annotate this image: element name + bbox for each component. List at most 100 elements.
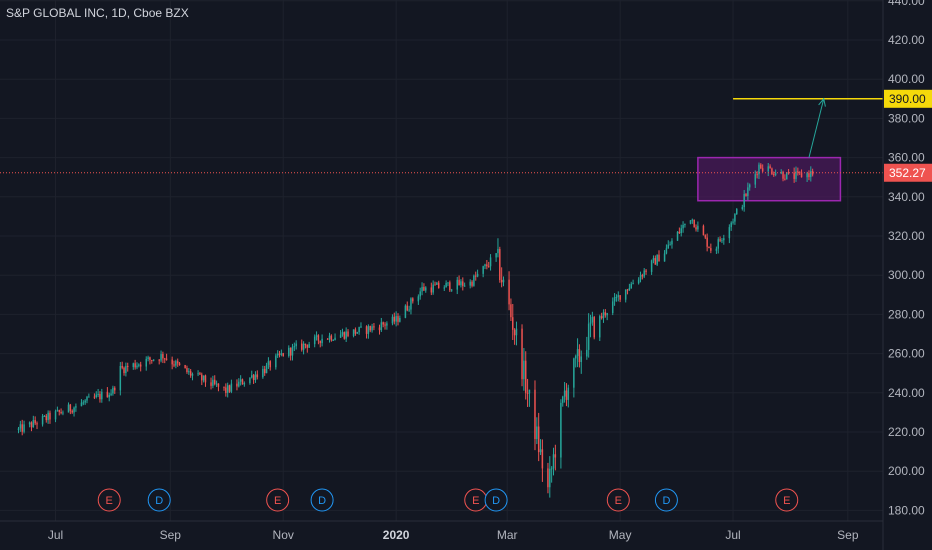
candle-body <box>774 173 777 175</box>
candle-body <box>188 371 190 373</box>
candle-body <box>719 239 721 241</box>
candle-body <box>798 171 801 173</box>
range-box-layer <box>697 156 842 202</box>
candle-body <box>215 383 218 385</box>
candle-body <box>369 326 371 331</box>
candle-body <box>695 227 697 230</box>
dividend-event-marker[interactable]: D <box>147 488 171 512</box>
candle-body <box>734 214 736 222</box>
dividend-event-marker[interactable]: D <box>310 488 334 512</box>
candle-body <box>615 296 618 298</box>
candle-body <box>489 257 492 267</box>
candle-body <box>741 207 744 210</box>
candle-body <box>785 172 788 180</box>
candle-body <box>793 172 795 179</box>
earnings-event-marker[interactable]: E <box>464 488 488 512</box>
candle-body <box>67 404 70 413</box>
candle-body <box>523 360 525 380</box>
candle-body <box>721 240 723 242</box>
candle-body <box>628 288 631 291</box>
candle-body <box>19 424 22 429</box>
candle-body <box>723 238 725 241</box>
candle-body <box>449 282 451 291</box>
candle-body <box>419 291 421 297</box>
earnings-event-marker[interactable]: E <box>606 488 630 512</box>
candle-body <box>28 422 31 425</box>
consolidation-range-box[interactable] <box>697 156 842 202</box>
candle-body <box>637 279 640 284</box>
candle-body <box>17 428 20 431</box>
candle-body <box>565 390 568 400</box>
time-tick-label: Sep <box>837 528 859 542</box>
candle-body <box>671 240 673 245</box>
earnings-event-marker[interactable]: E <box>97 488 121 512</box>
candle-body <box>210 382 212 386</box>
candle-body <box>145 358 147 367</box>
earnings-event-marker[interactable]: E <box>266 488 290 512</box>
candle-body <box>717 239 719 249</box>
candle-body <box>123 367 125 374</box>
candle-body <box>54 411 57 420</box>
candle-body <box>223 386 225 388</box>
candle-body <box>267 361 270 365</box>
candle-body <box>321 338 323 344</box>
dividend-event-marker[interactable]: D <box>654 488 678 512</box>
candle-body <box>423 286 425 291</box>
candle-body <box>417 296 420 302</box>
candle-body <box>800 172 803 178</box>
candle-body <box>326 338 329 340</box>
candle-body <box>332 339 334 341</box>
annotations-layer <box>0 97 883 174</box>
candle-body <box>563 390 566 397</box>
candle-body <box>71 410 73 413</box>
candle-body <box>212 379 214 386</box>
candle-body <box>747 187 749 196</box>
candle-body <box>43 415 46 417</box>
dividend-event-marker[interactable]: D <box>484 488 508 512</box>
price-tick-label: 180.00 <box>888 503 925 517</box>
candle-body <box>669 244 671 246</box>
candle-body <box>328 335 331 340</box>
last-price-tag: 352.27 <box>884 163 932 182</box>
candle-body <box>23 424 25 432</box>
candle-body <box>295 343 297 347</box>
candle-body <box>125 366 127 374</box>
candle-body <box>756 174 758 176</box>
candle-body <box>308 344 310 348</box>
candle-body <box>782 172 784 179</box>
earnings-event-marker[interactable]: E <box>775 488 799 512</box>
target-price-tag-text: 390.00 <box>889 92 926 106</box>
candle-body <box>691 219 694 221</box>
price-axis[interactable]: 440.00 420.00 400.00 380.00 360.00 340.00 320.… <box>882 0 932 550</box>
candle-body <box>580 356 583 363</box>
candle-body <box>149 357 151 360</box>
candle-body <box>404 305 407 318</box>
candle-body <box>226 385 229 393</box>
candle-body <box>680 228 682 234</box>
chart-grid <box>0 0 883 521</box>
candle-body <box>58 410 60 412</box>
candle-body <box>88 396 90 398</box>
candle-body <box>47 412 49 421</box>
candle-body <box>632 283 634 285</box>
candle-body <box>306 344 309 348</box>
projection-arrow[interactable] <box>808 98 825 158</box>
price-tick-label: 400.00 <box>888 72 925 86</box>
candle-body <box>526 392 529 394</box>
candle-body <box>278 353 281 355</box>
candle-body <box>604 312 607 316</box>
price-tick-label: 200.00 <box>888 464 925 478</box>
price-tick-label: 420.00 <box>888 33 925 47</box>
candle-body <box>384 324 386 326</box>
candle-body <box>769 166 771 169</box>
candle-body <box>175 361 177 366</box>
candle-body <box>315 335 318 337</box>
candle-body <box>280 353 283 355</box>
candle-body <box>217 383 220 387</box>
time-axis[interactable]: Jul Sep Nov 2020 Mar May Jul Sep <box>0 520 883 542</box>
time-tick-label: Jul <box>48 528 63 542</box>
candle-body <box>550 468 553 470</box>
candle-body <box>706 237 708 247</box>
candle-body <box>365 326 368 334</box>
